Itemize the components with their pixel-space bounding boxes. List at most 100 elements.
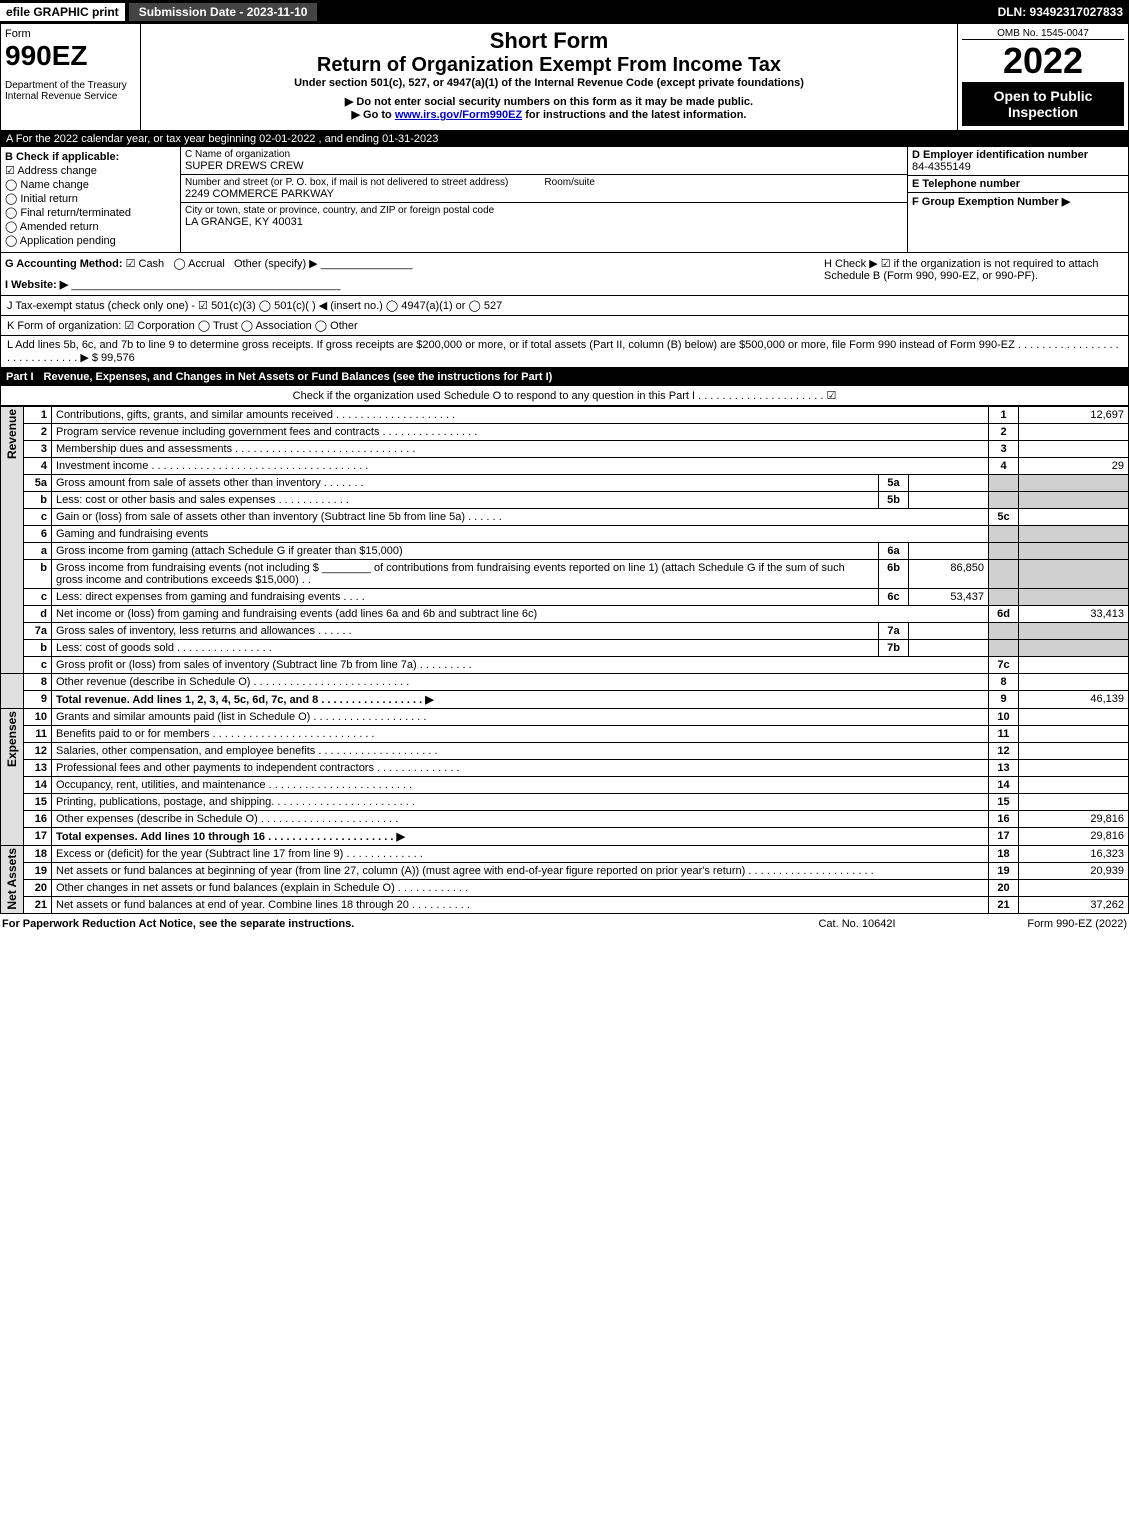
- amt: [1019, 726, 1129, 743]
- ln: 6: [24, 526, 52, 543]
- ein-lbl: D Employer identification number: [912, 149, 1124, 161]
- grey: [989, 475, 1019, 492]
- side-net-assets: Net Assets: [5, 848, 19, 910]
- ln: 8: [24, 674, 52, 691]
- num: 20: [989, 880, 1019, 897]
- num: 8: [989, 674, 1019, 691]
- city: LA GRANGE, KY 40031: [185, 216, 903, 228]
- num: 21: [989, 897, 1019, 914]
- sub-amt: [909, 623, 989, 640]
- do-not-ssn: ▶ Do not enter social security numbers o…: [145, 95, 953, 108]
- footer-left: For Paperwork Reduction Act Notice, see …: [2, 918, 767, 930]
- ln: 14: [24, 777, 52, 794]
- desc: Gross income from fundraising events (no…: [52, 560, 879, 589]
- num: 4: [989, 458, 1019, 475]
- amt: 29,816: [1019, 811, 1129, 828]
- line-a: A For the 2022 calendar year, or tax yea…: [0, 131, 1129, 147]
- submission-date: Submission Date - 2023-11-10: [129, 3, 318, 21]
- ln: 15: [24, 794, 52, 811]
- desc: Salaries, other compensation, and employ…: [52, 743, 989, 760]
- num: 5c: [989, 509, 1019, 526]
- sub-amt: [909, 475, 989, 492]
- desc: Net income or (loss) from gaming and fun…: [52, 606, 989, 623]
- desc: Investment income . . . . . . . . . . . …: [52, 458, 989, 475]
- ln: d: [24, 606, 52, 623]
- amt: [1019, 794, 1129, 811]
- street-lbl: Number and street (or P. O. box, if mail…: [185, 177, 903, 188]
- part1-header: Part I Revenue, Expenses, and Changes in…: [0, 368, 1129, 386]
- omb: OMB No. 1545-0047: [962, 28, 1124, 40]
- sub-num: 7a: [879, 623, 909, 640]
- ln: c: [24, 509, 52, 526]
- desc: Gross amount from sale of assets other t…: [52, 475, 879, 492]
- footer-right: Form 990-EZ (2022): [947, 918, 1127, 930]
- amt: [1019, 880, 1129, 897]
- ln: 18: [24, 846, 52, 863]
- sub-num: 6a: [879, 543, 909, 560]
- ln: 13: [24, 760, 52, 777]
- grey: [1019, 492, 1129, 509]
- grey: [989, 526, 1019, 543]
- tax-year: 2022: [962, 40, 1124, 82]
- amt: [1019, 674, 1129, 691]
- city-box: City or town, state or province, country…: [181, 203, 907, 230]
- num: 12: [989, 743, 1019, 760]
- desc: Program service revenue including govern…: [52, 424, 989, 441]
- desc: Other revenue (describe in Schedule O) .…: [52, 674, 989, 691]
- num: 7c: [989, 657, 1019, 674]
- desc: Printing, publications, postage, and shi…: [52, 794, 989, 811]
- num: 11: [989, 726, 1019, 743]
- col-c: C Name of organization SUPER DREWS CREW …: [181, 147, 908, 252]
- desc: Grants and similar amounts paid (list in…: [52, 709, 989, 726]
- grey: [1019, 526, 1129, 543]
- city-lbl: City or town, state or province, country…: [185, 205, 903, 216]
- part1-num: Part I: [6, 371, 34, 383]
- ln: 17: [24, 828, 52, 846]
- irs-link[interactable]: www.irs.gov/Form990EZ: [395, 109, 522, 121]
- org-name: SUPER DREWS CREW: [185, 160, 903, 172]
- side-revenue: Revenue: [5, 409, 19, 459]
- form-number: 990EZ: [5, 40, 136, 72]
- desc: Net assets or fund balances at beginning…: [52, 863, 989, 880]
- ln: 21: [24, 897, 52, 914]
- desc: Less: cost of goods sold . . . . . . . .…: [52, 640, 879, 657]
- num: 19: [989, 863, 1019, 880]
- grey: [1019, 543, 1129, 560]
- grey: [989, 640, 1019, 657]
- amt: [1019, 743, 1129, 760]
- ln: 2: [24, 424, 52, 441]
- go-to: ▶ Go to www.irs.gov/Form990EZ for instru…: [145, 108, 953, 121]
- line-g: G Accounting Method: ☑ Cash ◯ Accrual Ot…: [5, 257, 824, 270]
- ln: b: [24, 560, 52, 589]
- grey: [1019, 589, 1129, 606]
- grey: [989, 543, 1019, 560]
- footer: For Paperwork Reduction Act Notice, see …: [0, 914, 1129, 934]
- desc: Gross sales of inventory, less returns a…: [52, 623, 879, 640]
- sub-amt: [909, 492, 989, 509]
- desc: Gross income from gaming (attach Schedul…: [52, 543, 879, 560]
- street-box: Number and street (or P. O. box, if mail…: [181, 175, 907, 203]
- ln: 4: [24, 458, 52, 475]
- group-box: F Group Exemption Number ▶: [908, 193, 1128, 210]
- part1-check: Check if the organization used Schedule …: [0, 386, 1129, 406]
- grey: [1019, 475, 1129, 492]
- desc: Gaming and fundraising events: [52, 526, 989, 543]
- col-de: D Employer identification number 84-4355…: [908, 147, 1128, 252]
- amt: 16,323: [1019, 846, 1129, 863]
- ln: 19: [24, 863, 52, 880]
- dln: DLN: 93492317027833: [998, 5, 1129, 19]
- desc: Other expenses (describe in Schedule O) …: [52, 811, 989, 828]
- grey: [989, 560, 1019, 589]
- amt: 29,816: [1019, 828, 1129, 846]
- check-name: ◯ Name change: [5, 178, 176, 191]
- num: 16: [989, 811, 1019, 828]
- header-right: OMB No. 1545-0047 2022 Open to Public In…: [958, 24, 1128, 130]
- num: 9: [989, 691, 1019, 709]
- ln: 5a: [24, 475, 52, 492]
- amt: 12,697: [1019, 407, 1129, 424]
- sub-amt: [909, 640, 989, 657]
- grey: [1019, 560, 1129, 589]
- ln: 20: [24, 880, 52, 897]
- grey: [989, 623, 1019, 640]
- org-name-box: C Name of organization SUPER DREWS CREW: [181, 147, 907, 175]
